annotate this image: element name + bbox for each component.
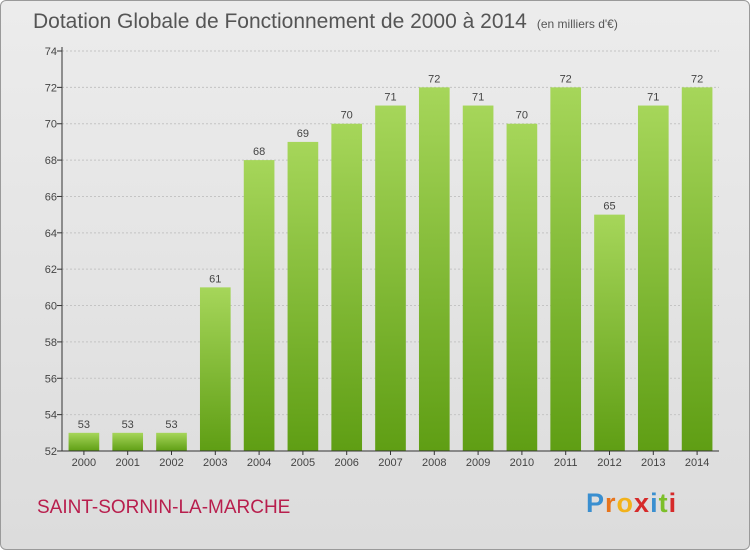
data-label: 70: [516, 110, 528, 122]
data-label: 53: [122, 419, 134, 431]
bar: [637, 105, 669, 451]
bars: [68, 87, 713, 452]
data-label: 71: [472, 92, 484, 104]
data-label: 72: [691, 73, 703, 85]
bar: [199, 287, 231, 451]
logo-letter: i: [668, 488, 678, 518]
data-label: 61: [209, 273, 221, 285]
data-label: 69: [297, 128, 309, 140]
data-label: 65: [603, 201, 615, 213]
x-tick-label: 2011: [554, 457, 578, 469]
bar: [462, 105, 494, 451]
data-label: 68: [253, 146, 265, 158]
logo-letter: r: [605, 488, 617, 518]
logo-letter: x: [634, 488, 651, 518]
bar: [331, 123, 363, 452]
bar: [68, 432, 100, 451]
data-label: 71: [384, 92, 396, 104]
bar: [594, 214, 625, 451]
y-tick-label: 70: [45, 119, 57, 131]
y-tick-label: 56: [45, 373, 57, 385]
x-tick-label: 2008: [422, 457, 446, 469]
logo-letter: P: [586, 488, 606, 518]
x-tick-label: 2014: [685, 457, 709, 469]
bar: [156, 432, 187, 451]
x-tick-label: 2012: [597, 457, 621, 469]
x-tick-label: 2005: [291, 457, 315, 469]
bar: [418, 87, 450, 451]
y-tick-label: 60: [45, 301, 57, 313]
x-tick-label: 2009: [466, 457, 490, 469]
x-tick-label: 2013: [641, 457, 665, 469]
logo-letter: t: [658, 488, 669, 518]
bar: [287, 141, 319, 451]
logo-letter: i: [650, 488, 659, 518]
data-label: 70: [341, 110, 353, 122]
x-tick-label: 2000: [72, 457, 96, 469]
data-label: 53: [165, 419, 177, 431]
bar: [550, 87, 582, 451]
x-tick-label: 2002: [159, 457, 183, 469]
proxiti-logo[interactable]: Proxiti: [586, 488, 677, 519]
bar: [506, 123, 538, 452]
y-tick-label: 66: [45, 191, 57, 203]
y-tick-label: 74: [45, 46, 57, 58]
bar: [681, 87, 713, 451]
y-tick-label: 58: [45, 337, 57, 349]
y-tick-label: 64: [45, 228, 57, 240]
labels: 52 54 56 58 60 62 64 66 68 70 72 74 53 2000 53 2001 53 20…: [45, 46, 710, 469]
x-tick-label: 2004: [247, 457, 271, 469]
y-tick-label: 72: [45, 82, 57, 94]
data-label: 72: [428, 73, 440, 85]
x-tick-label: 2006: [334, 457, 358, 469]
bar: [112, 432, 144, 451]
x-tick-label: 2010: [510, 457, 534, 469]
y-tick-label: 54: [45, 410, 57, 422]
commune-name: SAINT-SORNIN-LA-MARCHE: [37, 497, 291, 518]
chart-unit: (en milliers d'€): [536, 17, 618, 31]
bar: [243, 160, 275, 451]
x-tick-label: 2007: [378, 457, 402, 469]
chart-title: Dotation Globale de Fonctionnement de 20…: [33, 10, 618, 34]
chart-title-text: Dotation Globale de Fonctionnement de 20…: [33, 10, 527, 33]
x-tick-label: 2003: [203, 457, 227, 469]
y-tick-label: 68: [45, 155, 57, 167]
data-label: 53: [78, 419, 90, 431]
x-tick-label: 2001: [115, 457, 139, 469]
data-label: 71: [647, 92, 659, 104]
axes: [57, 47, 719, 455]
y-tick-label: 62: [45, 264, 57, 276]
bar: [375, 105, 406, 451]
data-label: 72: [560, 73, 572, 85]
logo-letter: o: [616, 488, 635, 518]
y-tick-label: 52: [45, 446, 57, 458]
